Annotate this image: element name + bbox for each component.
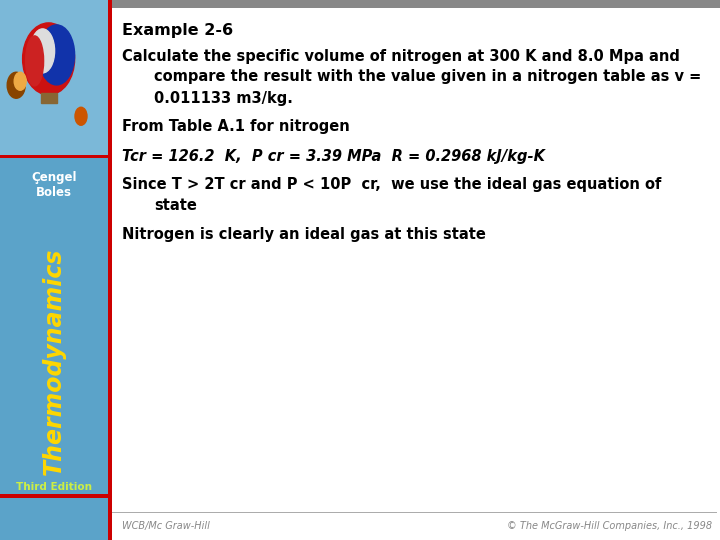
Ellipse shape <box>7 72 25 98</box>
Ellipse shape <box>26 36 44 86</box>
Text: Third Edition: Third Edition <box>16 482 92 492</box>
Text: Since T > 2T cr and P < 10P  cr,  we use the ideal gas equation of: Since T > 2T cr and P < 10P cr, we use t… <box>122 178 662 192</box>
Ellipse shape <box>22 23 75 95</box>
Text: 0.011133 m3/kg.: 0.011133 m3/kg. <box>154 91 293 105</box>
Bar <box>0 494 108 498</box>
Text: Çengel: Çengel <box>31 171 77 184</box>
Ellipse shape <box>30 29 55 73</box>
Text: © The McGraw-Hill Companies, Inc., 1998: © The McGraw-Hill Companies, Inc., 1998 <box>507 521 712 531</box>
Ellipse shape <box>39 25 75 85</box>
Bar <box>108 0 112 540</box>
Bar <box>0 0 108 540</box>
Text: compare the result with the value given in a nitrogen table as v =: compare the result with the value given … <box>154 70 701 84</box>
Text: WCB/Mc Graw-Hill: WCB/Mc Graw-Hill <box>122 521 210 531</box>
Text: Tcr = 126.2  K,  P cr = 3.39 MPa  R = 0.2968 kJ/kg-K: Tcr = 126.2 K, P cr = 3.39 MPa R = 0.296… <box>122 148 545 164</box>
Text: state: state <box>154 199 197 213</box>
Text: Thermodynamics: Thermodynamics <box>42 248 66 475</box>
Bar <box>40 93 57 103</box>
Text: Example 2-6: Example 2-6 <box>122 23 233 37</box>
Bar <box>0 155 108 158</box>
Bar <box>0 0 108 155</box>
Text: Calculate the specific volume of nitrogen at 300 K and 8.0 Mpa and: Calculate the specific volume of nitroge… <box>122 49 680 64</box>
Ellipse shape <box>14 72 26 90</box>
Text: From Table A.1 for nitrogen: From Table A.1 for nitrogen <box>122 119 350 134</box>
Text: Boles: Boles <box>36 186 72 199</box>
Ellipse shape <box>75 107 87 125</box>
Text: Nitrogen is clearly an ideal gas at this state: Nitrogen is clearly an ideal gas at this… <box>122 227 486 242</box>
Bar <box>108 0 720 8</box>
